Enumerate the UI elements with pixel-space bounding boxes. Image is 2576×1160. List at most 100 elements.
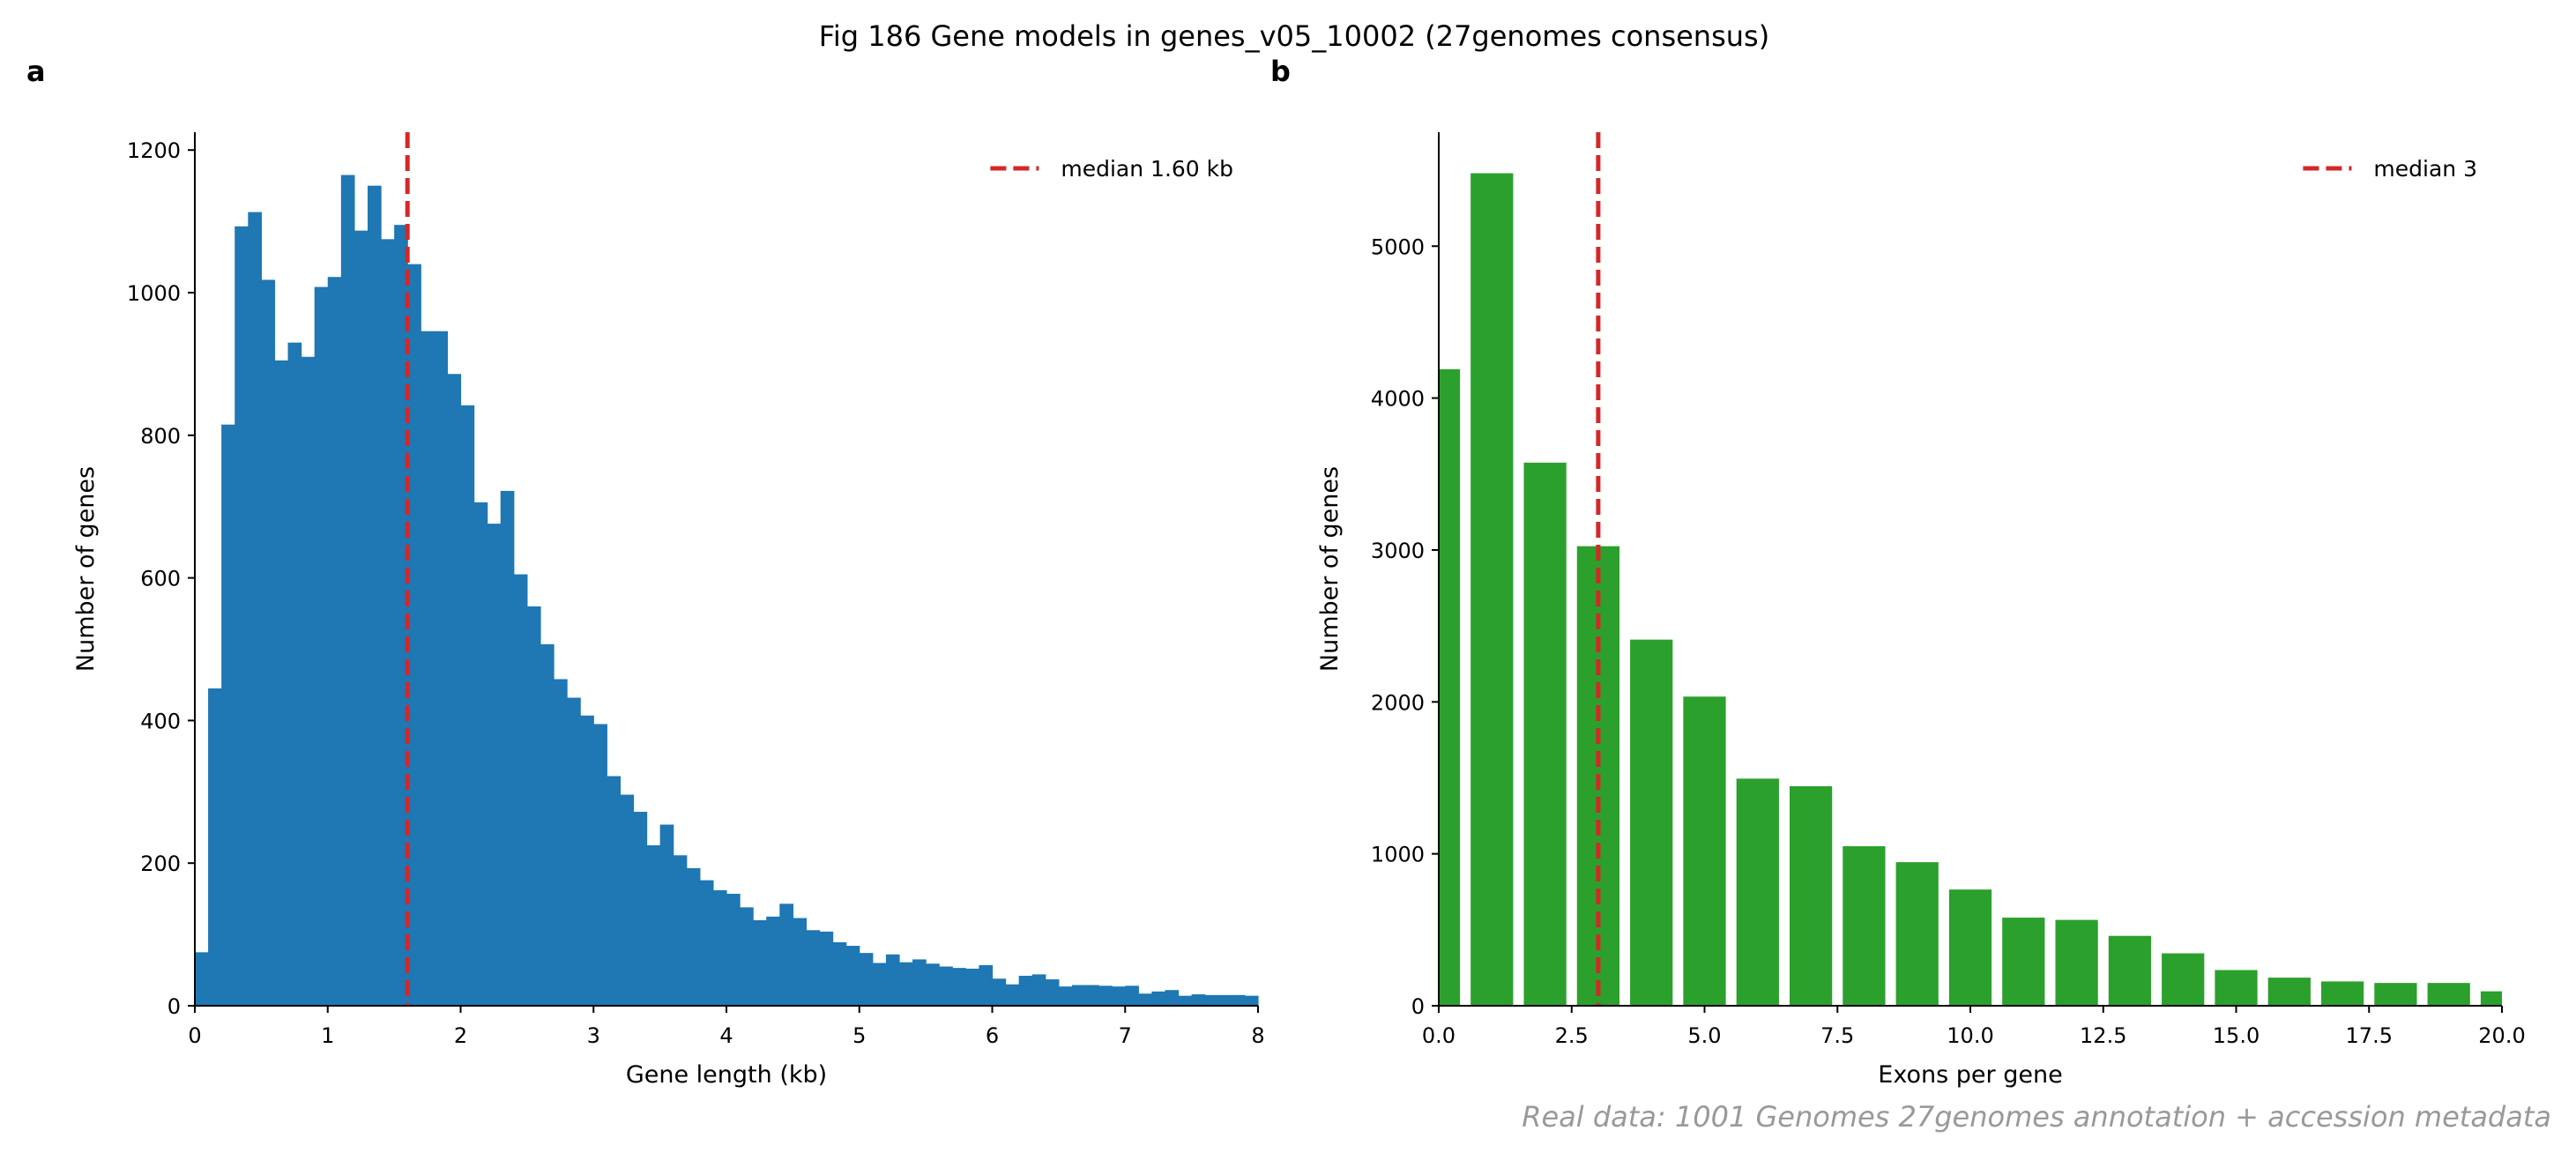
panel-a-bar xyxy=(699,880,714,1006)
panel-a-bar xyxy=(487,524,502,1006)
panel-a-bar xyxy=(235,226,249,1007)
panel-a-x-axis: 0 1 2 3 4 5 6 7 8 xyxy=(188,1005,1265,1048)
panel-a-x-tick-label: 4 xyxy=(719,1023,733,1048)
panel-a-bar xyxy=(1058,986,1073,1006)
panel-a-bar xyxy=(726,893,741,1006)
panel-a-bar xyxy=(1244,995,1259,1006)
panel-a-bar xyxy=(526,606,541,1006)
panel-a-bar xyxy=(195,952,209,1006)
panel-a-x-tick-label: 7 xyxy=(1119,1023,1132,1048)
panel-b-x-tick-label: 0.0 xyxy=(1422,1023,1456,1048)
panel-a-bar xyxy=(1138,993,1152,1006)
panel-a-bar xyxy=(806,930,821,1006)
figure-title: Fig 186 Gene models in genes_v05_10002 (… xyxy=(819,19,1769,53)
panel-a-bar xyxy=(367,185,382,1006)
panel-b-legend: median 3 xyxy=(2303,156,2477,182)
panel-a-bar xyxy=(1112,986,1126,1006)
panel-a-bar xyxy=(394,225,408,1006)
panel-a-bar xyxy=(1031,974,1046,1006)
panel-b-bar xyxy=(2162,953,2205,1006)
panel-a-bar xyxy=(208,688,222,1006)
panel-a-bar xyxy=(686,867,701,1006)
panel-a-bar xyxy=(340,175,355,1007)
panel-a-bar xyxy=(221,424,235,1006)
panel-b-bar xyxy=(2108,935,2152,1006)
source-footnote: Real data: 1001 Genomes 27genomes annota… xyxy=(1522,1100,2551,1134)
panel-a-bar xyxy=(979,964,994,1006)
panel-a-y-axis: 0 200 400 600 800 1000 1200 xyxy=(127,132,196,1019)
panel-a-bar xyxy=(1005,984,1020,1006)
panel-a-bar xyxy=(753,919,767,1006)
panel-a-bar xyxy=(992,978,1007,1006)
panel-a-bar xyxy=(540,643,555,1006)
panel-a-bar xyxy=(872,963,887,1006)
panel-a-bar xyxy=(659,824,674,1006)
panel-a-y-tick-label: 800 xyxy=(140,424,181,449)
panel-a-bar xyxy=(819,931,834,1006)
panel-a-bar xyxy=(1071,985,1086,1006)
panel-a-bar xyxy=(261,279,276,1007)
panel-a-bar xyxy=(1178,995,1193,1006)
panel-a-bar xyxy=(314,286,329,1006)
panel-a-bar xyxy=(1151,991,1166,1006)
panel-a-bar xyxy=(327,277,342,1006)
panel-a-bar xyxy=(354,230,369,1007)
panel-a-bar xyxy=(673,855,688,1006)
panel-a-bar xyxy=(832,942,847,1006)
panel-b-x-tick-label: 15.0 xyxy=(2213,1023,2260,1048)
panel-b-bar xyxy=(2055,919,2098,1006)
panel-a-bar xyxy=(248,212,262,1006)
panel-b-bar xyxy=(1789,785,1833,1006)
panel-a-y-tick-label: 200 xyxy=(140,851,181,876)
panel-a-x-tick-label: 3 xyxy=(587,1023,600,1048)
panel-a-bar xyxy=(1085,985,1099,1006)
panel-a-x-tick-label: 2 xyxy=(454,1023,467,1048)
panel-a-bar xyxy=(421,331,435,1006)
panel-a-bar xyxy=(912,959,927,1006)
panel-b-y-tick-label: 1000 xyxy=(1371,843,1425,867)
panel-a-bar xyxy=(1018,976,1033,1006)
panel-b-bar xyxy=(1439,368,1461,1006)
panel-a-bar xyxy=(287,342,302,1006)
panel-a-x-tick-label: 8 xyxy=(1251,1023,1264,1048)
panel-a-bar xyxy=(593,724,607,1006)
panel-a-bar xyxy=(301,356,316,1006)
panel-b-y-tick-label: 2000 xyxy=(1371,690,1425,715)
panel-b-x-tick-label: 12.5 xyxy=(2080,1023,2126,1048)
panel-b-y-axis-label: Number of genes xyxy=(1316,466,1344,672)
panel-a-bar xyxy=(500,490,515,1006)
panel-a-legend: median 1.60 kb xyxy=(990,156,1233,182)
panel-b-legend-label: median 3 xyxy=(2373,156,2477,182)
panel-a-bar xyxy=(646,844,661,1006)
panel-a-bar xyxy=(712,889,727,1006)
panel-b-bar xyxy=(1843,846,1886,1006)
panel-a-x-tick-label: 6 xyxy=(986,1023,999,1048)
panel-a-bar xyxy=(473,502,488,1006)
panel-b-y-tick-label: 0 xyxy=(1411,994,1425,1019)
panel-a-bar xyxy=(620,794,635,1006)
panel-b-bar xyxy=(1736,778,1779,1006)
panel-a-y-tick-label: 0 xyxy=(168,994,181,1019)
panel-b-bar xyxy=(1895,862,1939,1006)
panel-a-bar xyxy=(898,962,913,1006)
panel-b-y-tick-label: 4000 xyxy=(1371,387,1425,412)
panel-a-bar xyxy=(859,953,874,1006)
panel-b-x-tick-label: 10.0 xyxy=(1947,1023,1993,1048)
panel-b-x-tick-label: 2.5 xyxy=(1555,1023,1589,1048)
panel-a-bar xyxy=(793,918,808,1006)
panel-a-bar xyxy=(965,968,980,1006)
panel-a-x-tick-label: 5 xyxy=(852,1023,866,1048)
panel-b-bar xyxy=(2267,978,2311,1006)
panel-b-bar xyxy=(2427,983,2470,1006)
panel-b-bar xyxy=(1683,696,1726,1006)
panel-a-bar xyxy=(1098,985,1113,1006)
panel-b-bar xyxy=(1948,889,1992,1006)
panel-a-bar xyxy=(845,946,860,1006)
panel-a-bar xyxy=(779,903,793,1006)
panel-b-y-tick-label: 5000 xyxy=(1371,234,1425,259)
panel-a-y-axis-label: Number of genes xyxy=(72,466,100,672)
panel-a-y-tick-label: 600 xyxy=(140,567,181,591)
panel-a-bar xyxy=(1231,994,1246,1006)
panel-a-bar xyxy=(607,776,621,1006)
